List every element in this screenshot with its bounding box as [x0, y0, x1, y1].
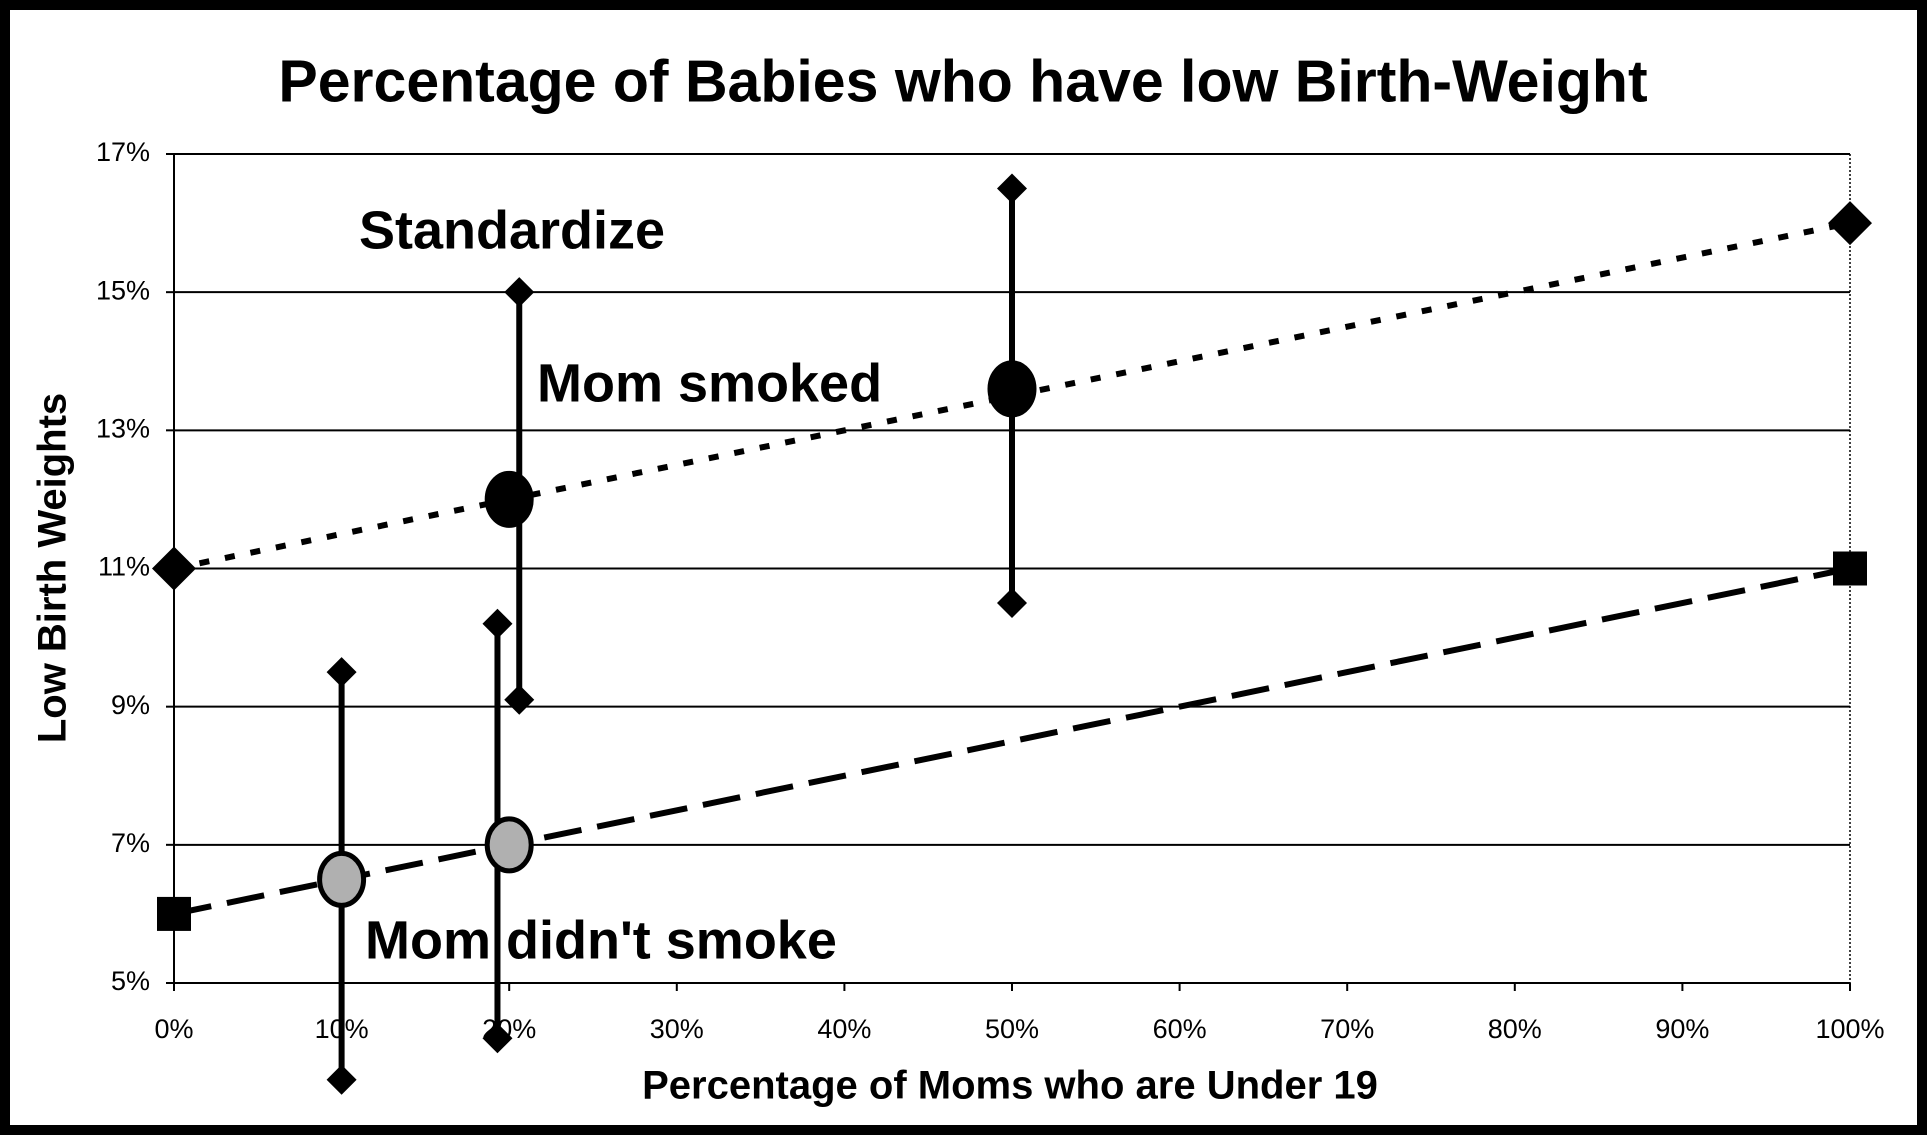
y-tick-label: 7%	[111, 828, 150, 858]
y-tick-label: 9%	[111, 690, 150, 720]
point	[317, 850, 367, 908]
error-bar-cap	[326, 657, 357, 688]
y-tick-label: 13%	[96, 413, 150, 443]
x-axis-label: Percentage of Moms who are Under 19	[642, 1064, 1378, 1108]
annotation: Standardize	[359, 200, 665, 260]
point	[484, 470, 534, 528]
end-marker	[157, 896, 191, 931]
point	[484, 816, 534, 874]
x-tick-label: 30%	[650, 1014, 704, 1044]
y-axis-label: Low Birth Weights	[31, 393, 75, 743]
y-tick-label: 17%	[96, 137, 150, 167]
x-tick-label: 90%	[1655, 1014, 1709, 1044]
x-tick-label: 40%	[817, 1014, 871, 1044]
error-bar-cap	[504, 277, 535, 308]
x-tick-label: 100%	[1815, 1014, 1884, 1044]
x-tick-label: 70%	[1320, 1014, 1374, 1044]
series-label: Mom didn't smoke	[365, 910, 837, 970]
error-bar-cap	[326, 1064, 357, 1095]
trend-line	[173, 565, 1851, 917]
y-tick-label: 15%	[96, 275, 150, 305]
error-bar-cap	[997, 173, 1027, 204]
error-bar-cap	[504, 684, 535, 715]
y-tick-label: 11%	[98, 552, 150, 582]
end-marker	[152, 546, 196, 591]
end-marker	[1833, 551, 1867, 586]
x-tick-label: 80%	[1488, 1014, 1542, 1044]
chart-title: Percentage of Babies who have low Birth-…	[278, 49, 1647, 115]
error-bar-cap	[482, 608, 513, 639]
series-label: Mom smoked	[537, 353, 882, 413]
error-bar-cap	[482, 1023, 513, 1054]
x-tick-label: 60%	[1153, 1014, 1207, 1044]
end-marker	[1828, 201, 1872, 246]
error-bar-cap	[997, 588, 1027, 619]
y-tick-label: 5%	[111, 966, 150, 996]
point	[987, 360, 1037, 418]
x-tick-label: 50%	[985, 1014, 1039, 1044]
x-tick-label: 0%	[154, 1014, 193, 1044]
